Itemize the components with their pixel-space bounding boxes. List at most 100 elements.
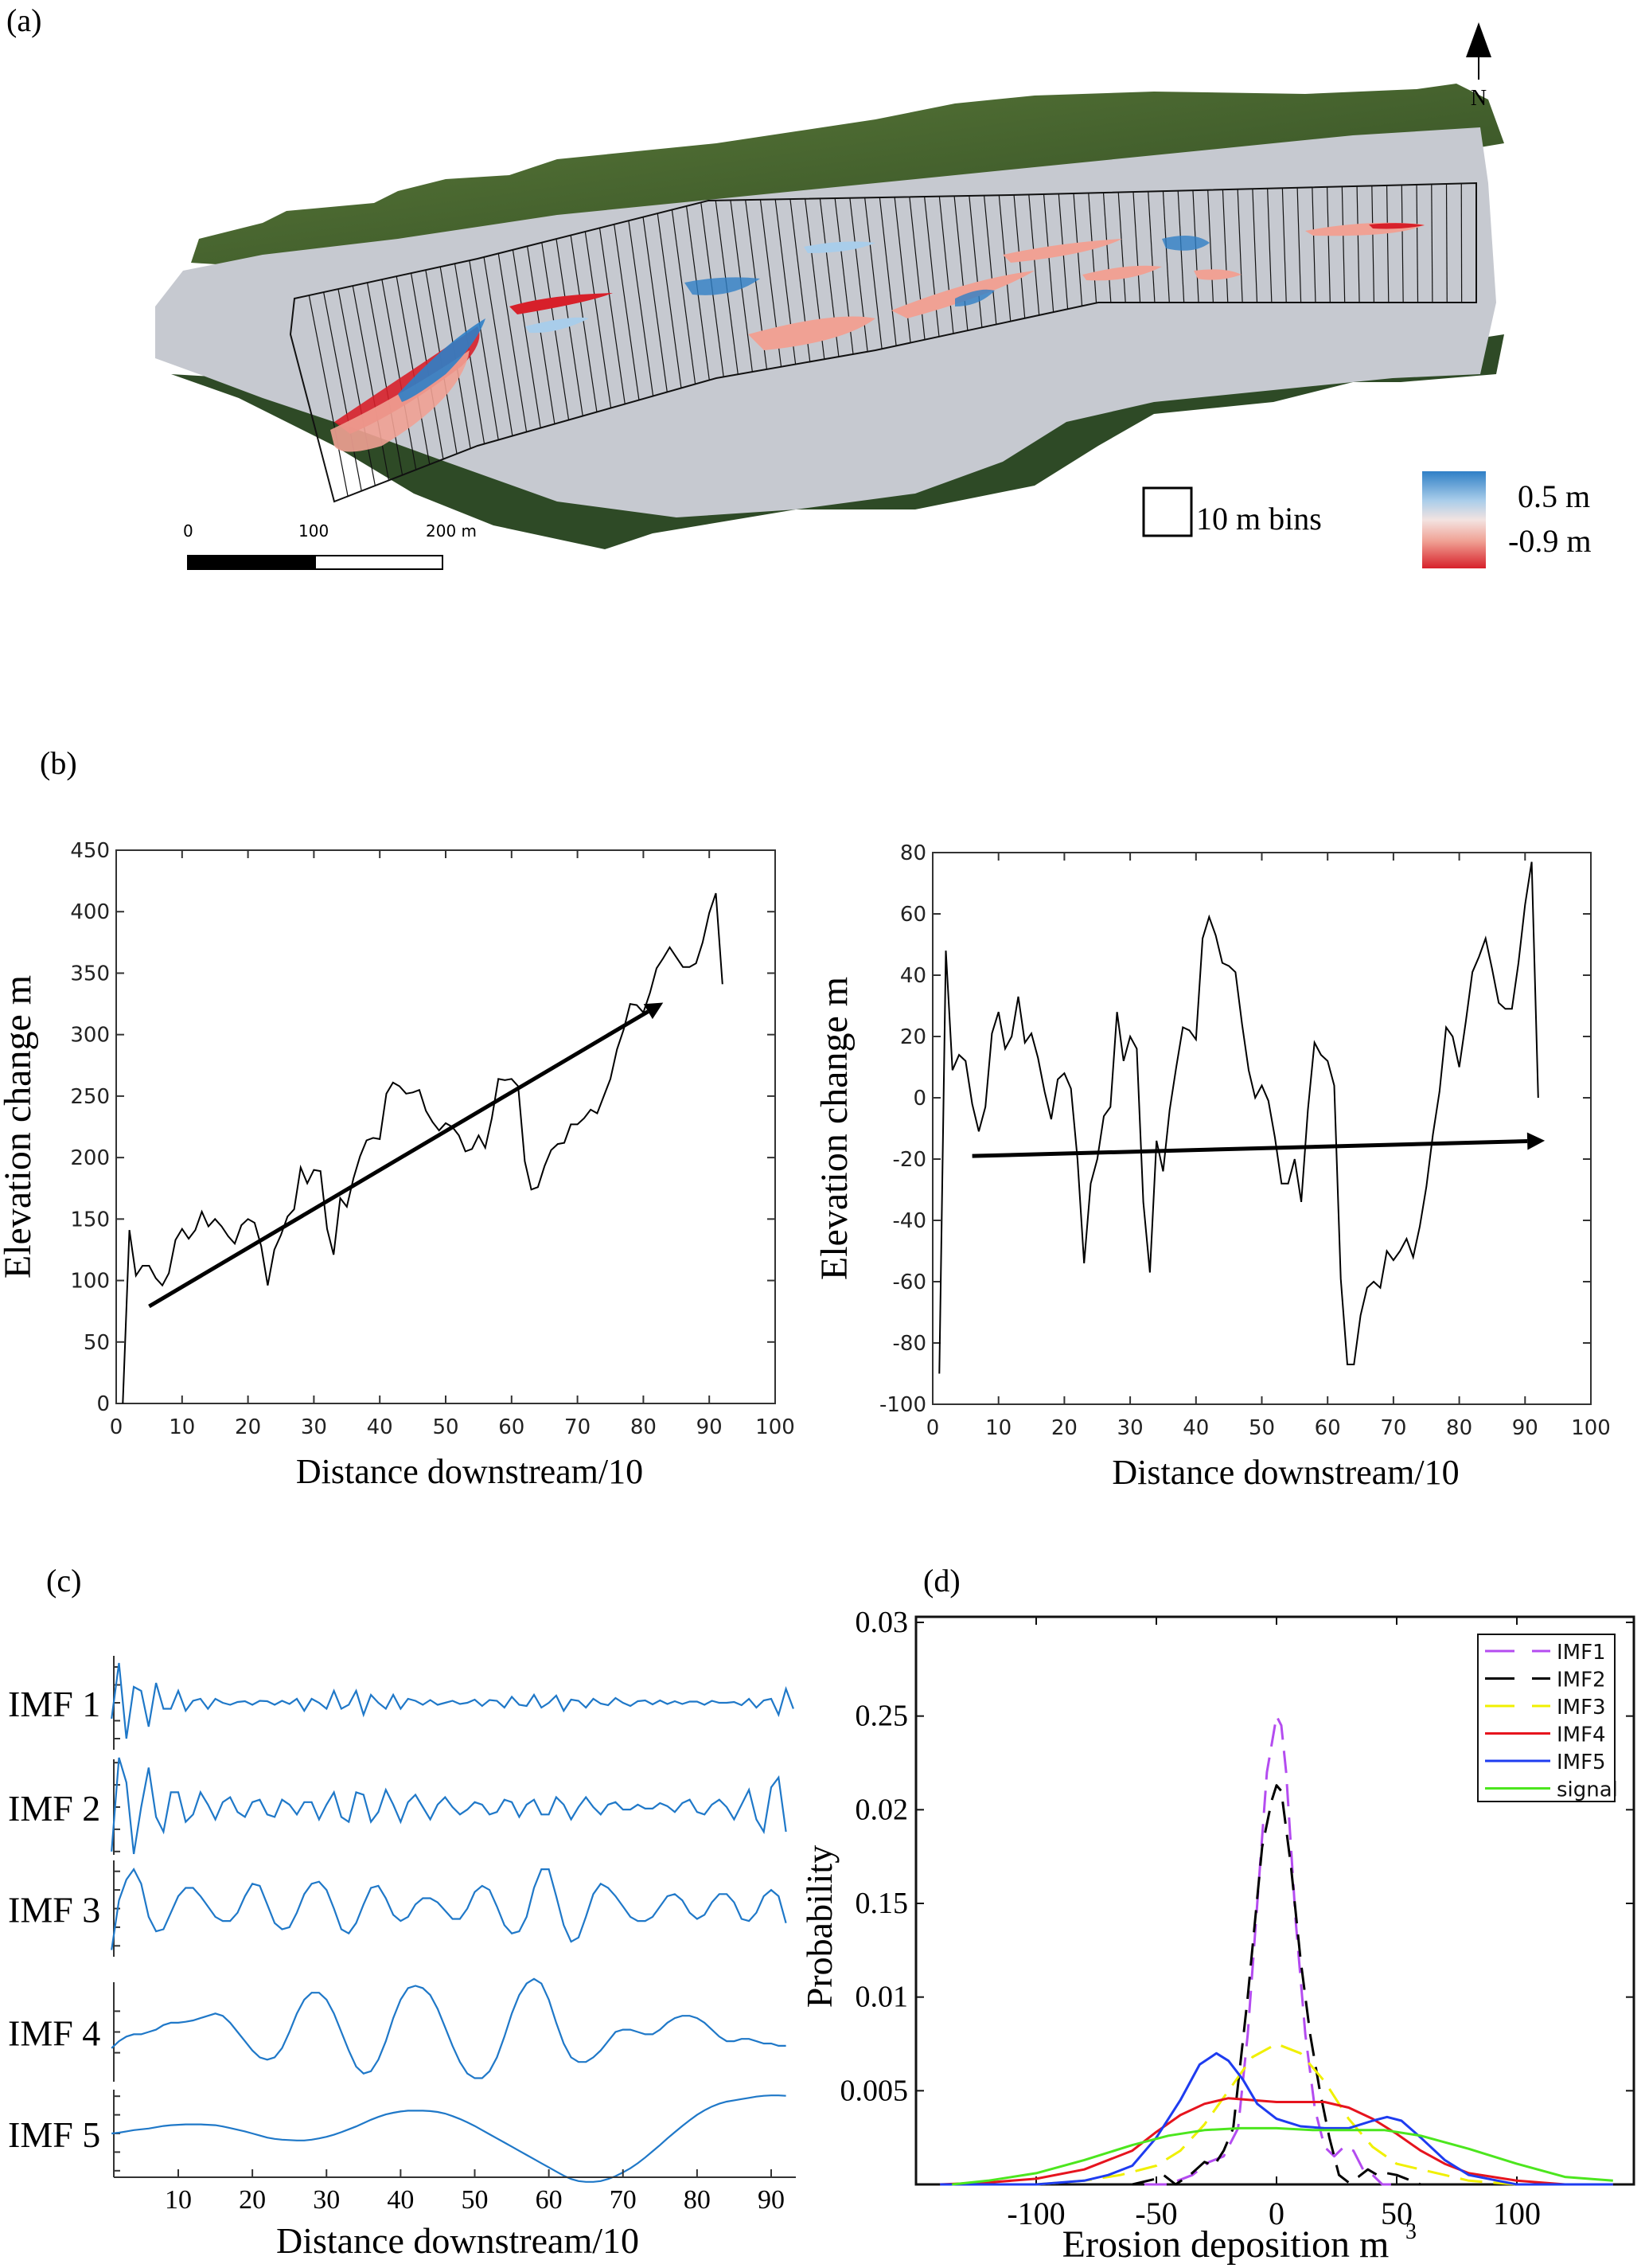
d-series-imf3 (1035, 2043, 1518, 2186)
b-right-axes-frame (932, 852, 1592, 1405)
c-xtick-label: 40 (387, 2185, 414, 2215)
c-chart: IMF 1 IMF 2 IMF 3 IMF 4 IMF 5 10 20 30 40 50 60 70 8… (8, 1656, 796, 2261)
scale-bar-white (314, 555, 443, 570)
b-right-ytick-label: 0 (913, 1087, 926, 1111)
b-right-xtick-label: 50 (1249, 1416, 1275, 1440)
map-bin-line (541, 242, 570, 420)
map-bin-line (1207, 189, 1214, 303)
b-left-ytick-label: 0 (96, 1392, 110, 1416)
d-series-imf5 (940, 2051, 1613, 2186)
map-bin-line (1281, 188, 1287, 303)
b-right-ytick-label: -100 (879, 1393, 926, 1417)
c-xtick-label: 10 (165, 2185, 192, 2215)
b-right-xlabel: Distance downstream/10 (1112, 1453, 1459, 1492)
b-left-ytick-label: 350 (70, 962, 110, 986)
b-left-ytick-label: 200 (70, 1146, 110, 1170)
c-imf-line-3 (111, 1867, 787, 1950)
map-bins-outline (289, 182, 1477, 503)
bins-legend-label: 10 m bins (1196, 501, 1322, 537)
d-xtick-label: -100 (1007, 2196, 1065, 2231)
map-bin-line (1237, 189, 1243, 303)
north-label: N (1470, 86, 1487, 111)
map-bin-line (924, 196, 940, 337)
map-bin-line (584, 231, 612, 408)
c-imf-label-5: IMF 5 (8, 2114, 100, 2155)
map-bin-line (570, 235, 598, 412)
panel-label-b: (b) (40, 745, 77, 781)
c-imf-line-1 (111, 1662, 794, 1739)
map-bin-line (864, 197, 883, 349)
b-right-ytick-label: 60 (900, 903, 926, 927)
b-right-ytick-label: 40 (900, 964, 926, 988)
b-right-xtick-label: 20 (1051, 1416, 1078, 1440)
d-ylabel: Probability (799, 1845, 840, 2008)
bins-legend-swatch (1142, 486, 1193, 537)
b-left-xtick-label: 30 (301, 1415, 327, 1439)
b-left-xtick-label: 10 (169, 1415, 195, 1439)
map-bin-line (628, 221, 654, 396)
b-right-series-line (938, 861, 1539, 1374)
panel-label-c: (c) (46, 1563, 82, 1599)
d-ytick-label: 0.02 (856, 1793, 909, 1826)
b-right-ylabel: Elevation change m (813, 977, 856, 1280)
map-bin-line (657, 213, 682, 388)
map-bin-line (555, 238, 583, 416)
b-right-ytick-label: 20 (900, 1025, 926, 1049)
map-bin-line (983, 195, 997, 325)
map-bin-line (1371, 185, 1375, 303)
b-left-ytick-label: 450 (70, 839, 110, 863)
b-right-ytick-label: -20 (893, 1148, 926, 1172)
map-bin-line (1148, 191, 1156, 303)
map-bin-line (1102, 192, 1112, 303)
map-bin-line (1341, 186, 1346, 303)
north-arrow-icon (1466, 22, 1491, 57)
color-legend-min: -0.9 m (1508, 523, 1592, 559)
c-xtick-label: 30 (313, 2185, 340, 2215)
b-right-xtick-label: 70 (1380, 1416, 1406, 1440)
b-left-xlabel: Distance downstream/10 (296, 1452, 643, 1491)
d-ytick-label: 0.25 (856, 1700, 909, 1733)
b-left-series-line (122, 892, 723, 1404)
map-bin-lines (308, 183, 1463, 497)
c-imf-line-2 (111, 1757, 787, 1855)
map-bin-line (1386, 185, 1390, 303)
d-legend: IMF1 IMF2 IMF3 IMF4 IMF5 signal (1477, 1634, 1618, 1802)
map-bin-line (367, 282, 403, 475)
d-xlabel: Erosion deposition m (1062, 2223, 1390, 2266)
map-bin-line (1431, 184, 1433, 303)
map-bin-line (671, 209, 696, 385)
c-xtick-label: 70 (610, 2185, 637, 2215)
b-left-trend-arrow-shaft (148, 1009, 649, 1309)
d-series-signal (952, 2126, 1613, 2186)
map-bin-line (953, 196, 969, 331)
map-bin-line (998, 195, 1012, 322)
b-left-ytick-label: 100 (70, 1270, 110, 1294)
b-left-xtick-label: 90 (696, 1415, 723, 1439)
map-bin-line (598, 228, 626, 404)
b-left-ytick-label: 150 (70, 1208, 110, 1232)
b-right-xtick-label: 0 (926, 1416, 940, 1440)
b-right-xtick-label: 80 (1446, 1416, 1472, 1440)
b-left-xtick-label: 60 (498, 1415, 524, 1439)
c-xlabel: Distance downstream/10 (276, 2220, 639, 2261)
c-xtick-label: 60 (536, 2185, 563, 2215)
d-legend-label-signal: signal (1557, 1778, 1618, 1802)
b-right-xtick-label: 100 (1571, 1416, 1611, 1440)
b-right-ytick-label: -80 (893, 1332, 926, 1356)
map-bin-line (938, 196, 954, 334)
map-bin-line (497, 253, 528, 432)
map-bin-line (1222, 189, 1229, 303)
map-bin-line (879, 197, 897, 346)
map-bin-line (1117, 192, 1126, 303)
b-right-ytick-label: 80 (900, 841, 926, 865)
map-bin-line (512, 249, 541, 428)
d-xtick-label: -50 (1135, 2196, 1177, 2231)
map-bin-line (381, 279, 417, 470)
d-ytick-label: 0.005 (840, 2074, 909, 2107)
map-bin-line (483, 256, 513, 436)
b-right-ytick-label: -60 (893, 1271, 926, 1294)
color-legend-max: 0.5 m (1518, 478, 1591, 514)
d-ytick-label: 0.03 (856, 1606, 909, 1639)
c-imf-line-5 (111, 2094, 786, 2183)
b-left-xtick-label: 40 (367, 1415, 393, 1439)
